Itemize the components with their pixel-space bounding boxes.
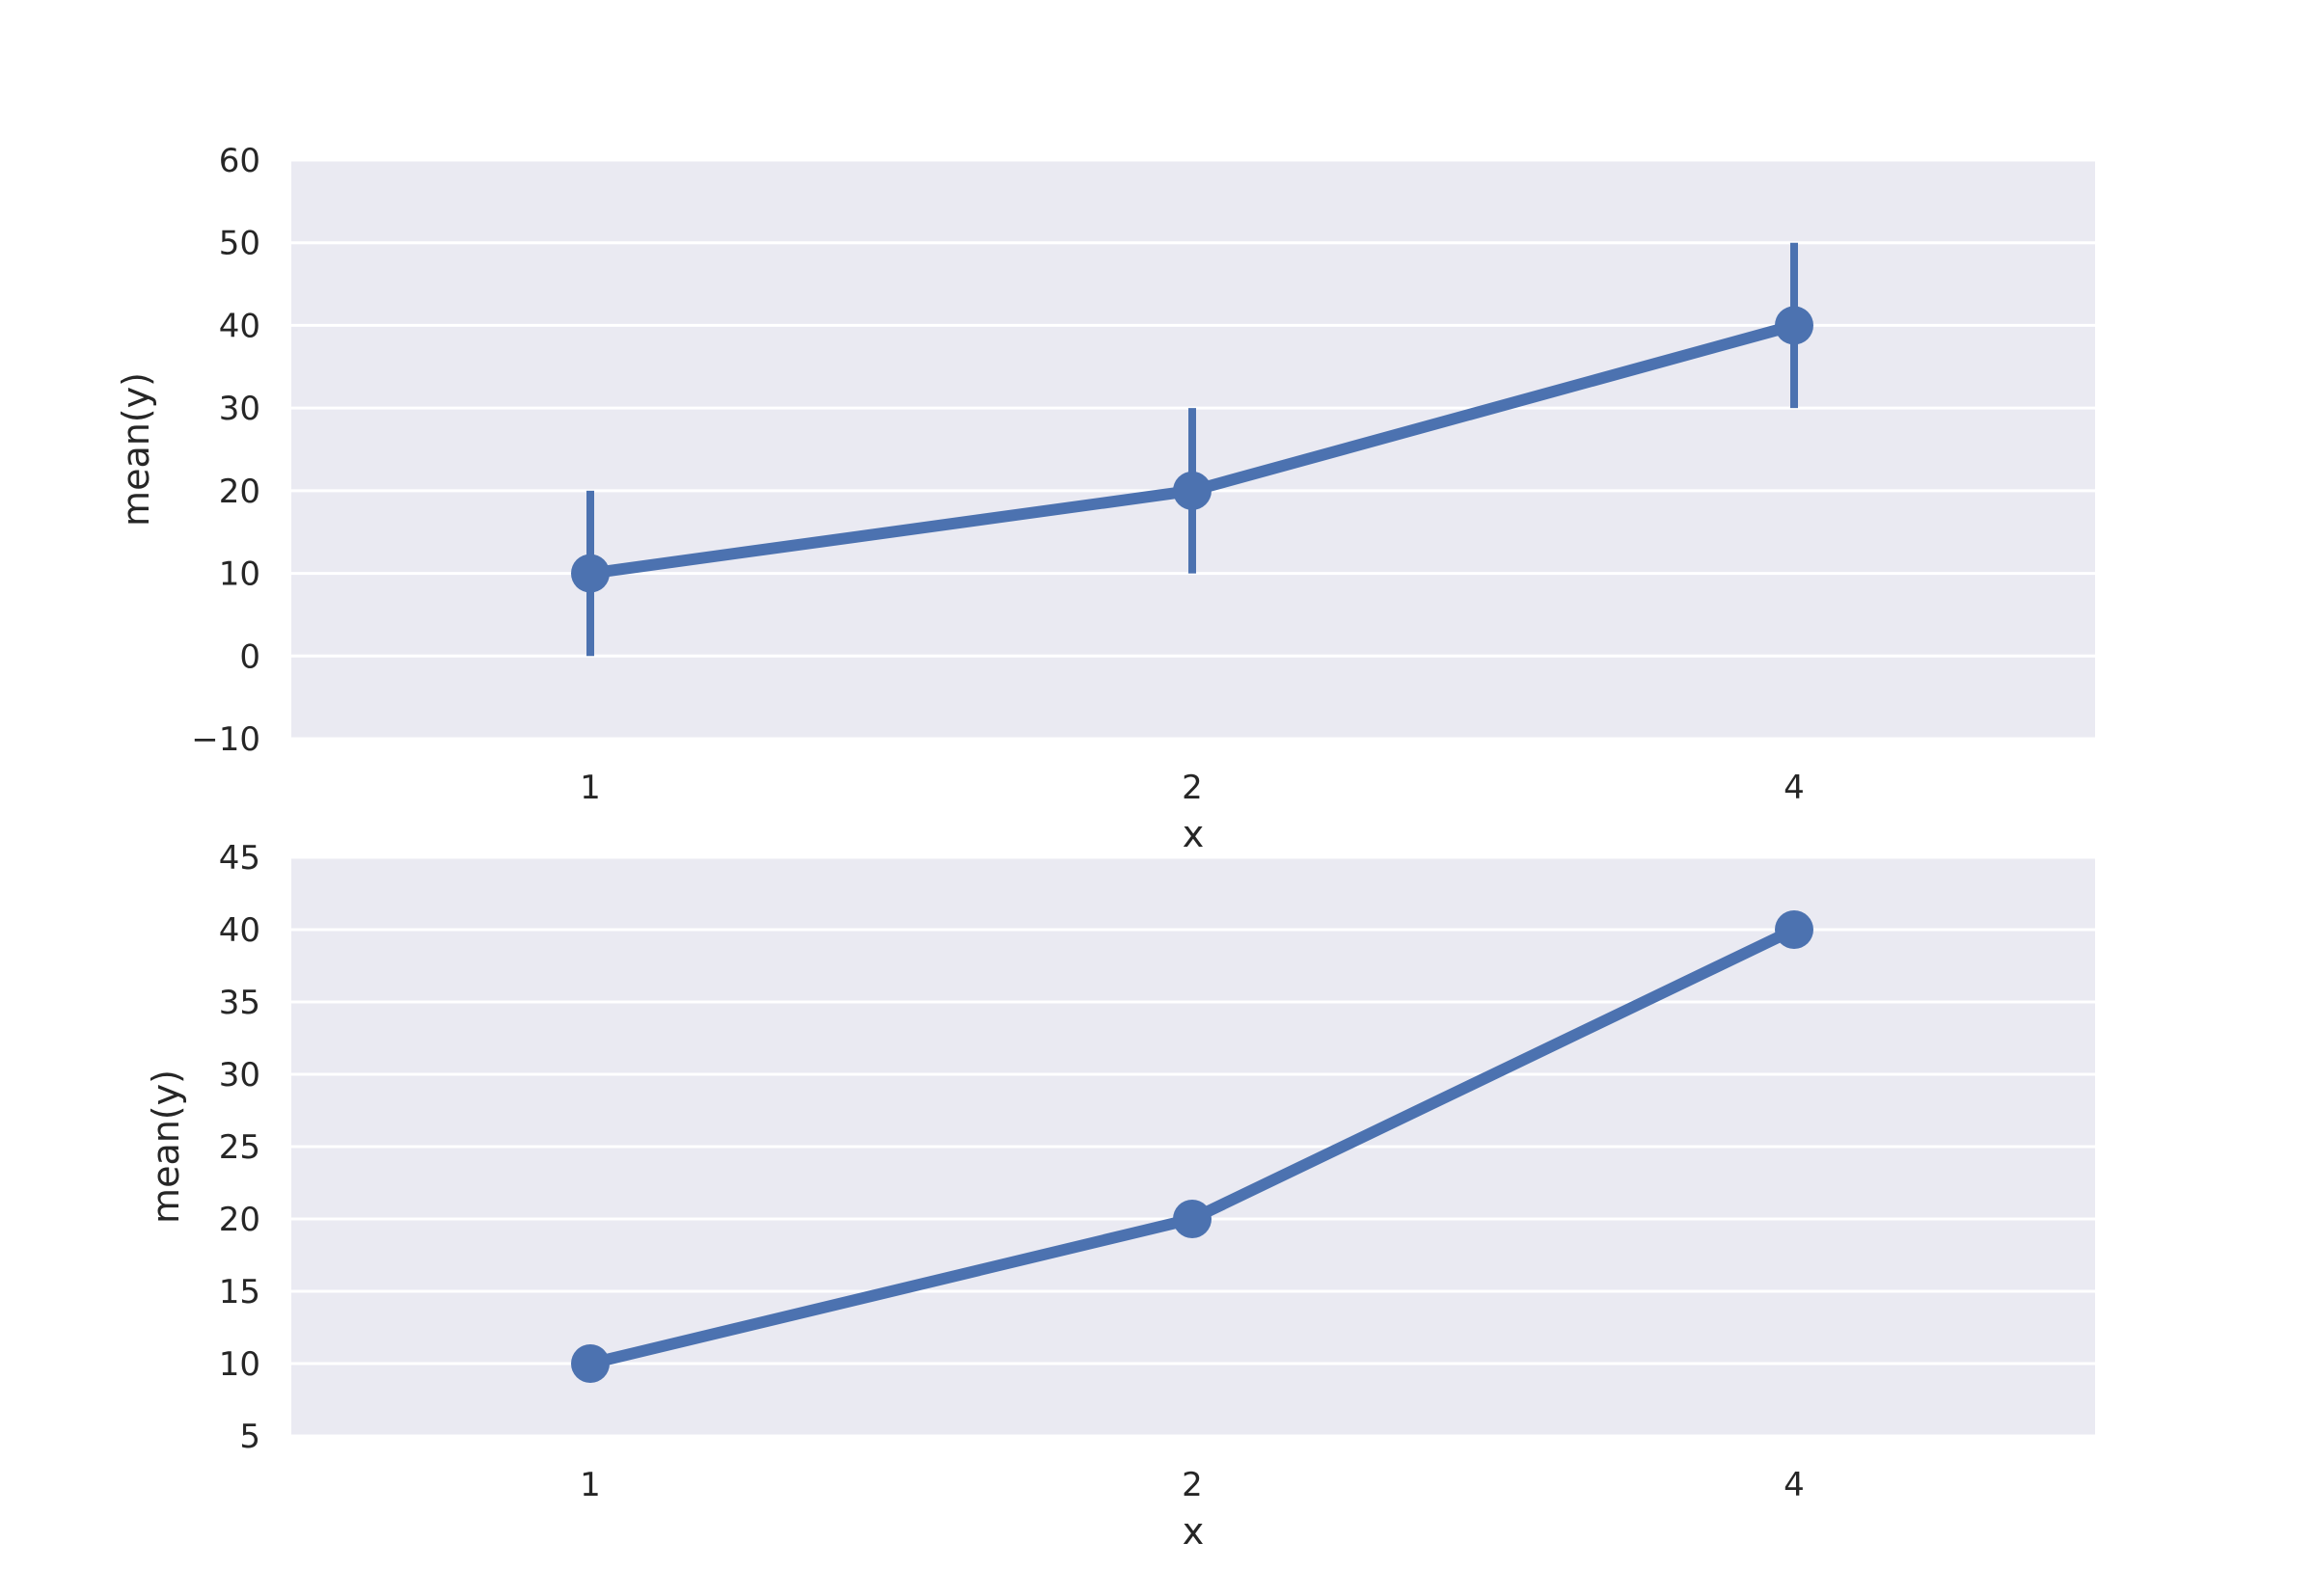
y-tick-label: 40 <box>219 911 260 950</box>
data-point <box>1173 1200 1212 1238</box>
y-tick-label: 30 <box>219 390 260 428</box>
x-axis-label: x <box>1183 1510 1205 1553</box>
x-tick-label: 4 <box>1784 1466 1805 1504</box>
data-point <box>571 554 610 593</box>
bottom-panel: 5 10 15 20 25 30 35 40 45 1 2 4 x mean(y) <box>145 839 2095 1553</box>
y-axis-label: mean(y) <box>145 1069 187 1224</box>
y-tick-label: 45 <box>219 839 260 878</box>
y-tick-label: 0 <box>239 637 260 676</box>
data-point <box>571 1344 610 1383</box>
y-tick-label: −10 <box>191 720 260 759</box>
y-tick-label: 30 <box>219 1056 260 1095</box>
data-point <box>1173 471 1212 510</box>
x-axis-label: x <box>1183 813 1205 855</box>
data-point <box>1775 910 1813 949</box>
y-tick-label: 35 <box>219 984 260 1022</box>
y-tick-label: 10 <box>219 555 260 594</box>
x-tick-label: 2 <box>1182 769 1203 807</box>
x-tick-label: 1 <box>580 1466 601 1504</box>
y-tick-label: 20 <box>219 1201 260 1239</box>
y-tick-label: 25 <box>219 1128 260 1167</box>
x-tick-label: 1 <box>580 769 601 807</box>
y-tick-label: 5 <box>239 1418 260 1456</box>
x-tick-label: 2 <box>1182 1466 1203 1504</box>
y-tick-label: 50 <box>219 225 260 263</box>
top-panel: −10 0 10 20 30 40 50 60 1 2 4 x mean(y) <box>115 142 2095 855</box>
y-tick-label: 60 <box>219 142 260 180</box>
data-point <box>1775 306 1813 345</box>
y-axis-label: mean(y) <box>115 372 157 527</box>
y-tick-label: 10 <box>219 1345 260 1384</box>
y-tick-label: 40 <box>219 307 260 345</box>
x-tick-label: 4 <box>1784 769 1805 807</box>
y-tick-label: 15 <box>219 1273 260 1312</box>
y-tick-label: 20 <box>219 473 260 511</box>
